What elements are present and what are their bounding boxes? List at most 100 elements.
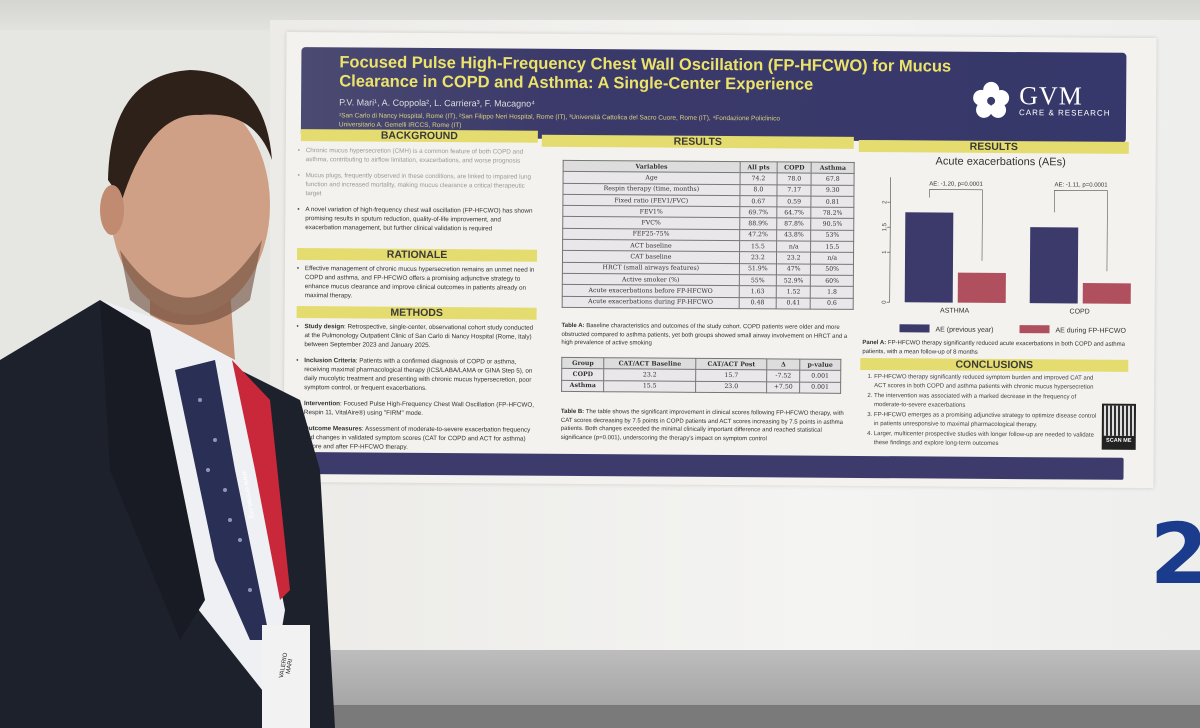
table-cell: n/a bbox=[776, 240, 812, 253]
table-cell: 90.5% bbox=[811, 218, 854, 231]
table-cell: 0.48 bbox=[738, 297, 777, 309]
table-b-caption: Table B: The table shows the significant… bbox=[560, 408, 844, 442]
table-cell: Asthma bbox=[561, 379, 604, 392]
table-cell: 55% bbox=[739, 274, 777, 287]
table-cell: 1.8 bbox=[810, 286, 854, 298]
board-number: 2 bbox=[1150, 505, 1200, 603]
table-cell: 1.63 bbox=[739, 285, 777, 298]
table-cell: n/a bbox=[810, 252, 854, 265]
table-a-caption: Table A: Baseline characteristics and ou… bbox=[561, 322, 848, 347]
table-cell: 0.001 bbox=[799, 370, 841, 382]
panel-a-caption: Panel A: FP-HFCWO therapy significantly … bbox=[862, 339, 1126, 356]
bar-asthma-previous-year bbox=[904, 212, 954, 303]
table-cell: Acute exacerbations during FP-HFCWO bbox=[562, 295, 740, 309]
table-a: Variables All pts COPD Asthma Age 74.2 78.0 67.… bbox=[561, 159, 855, 310]
floor bbox=[320, 705, 1200, 728]
column-header: COPD bbox=[777, 161, 812, 174]
presenter-person bbox=[0, 70, 335, 728]
results-heading: RESULTS bbox=[541, 134, 854, 149]
table-cell: 47.2% bbox=[739, 229, 777, 241]
legend-label: AE (previous year) bbox=[935, 327, 993, 334]
table-cell: 43.8% bbox=[776, 229, 812, 242]
table-cell: 15.7 bbox=[695, 369, 768, 382]
column-header: Δ bbox=[767, 358, 800, 371]
table-cell: 50% bbox=[810, 263, 854, 276]
poster-title: Focused Pulse High-Frequency Chest Wall … bbox=[339, 53, 952, 94]
hair bbox=[108, 70, 272, 200]
y-tick-label: 0 bbox=[882, 300, 888, 304]
table-cell: -7.52 bbox=[767, 370, 800, 382]
table-cell: 9.30 bbox=[811, 184, 855, 197]
column-header: CAT/ACT Post bbox=[695, 358, 768, 371]
table-cell: 87.8% bbox=[776, 218, 812, 230]
logo-name: GVM bbox=[1019, 80, 1083, 111]
qr-label: SCAN ME bbox=[1106, 437, 1132, 444]
table-cell: 8.0 bbox=[739, 184, 777, 196]
flower-logo-icon bbox=[973, 81, 1010, 118]
legend-label: AE during FP-HFCWO bbox=[1055, 327, 1126, 334]
table-cell: 15.5 bbox=[811, 241, 854, 253]
column-header: CAT/ACT Baseline bbox=[604, 357, 696, 370]
table-cell: 47% bbox=[776, 263, 811, 276]
column-header: p-value bbox=[799, 359, 841, 371]
table-cell: 23.2 bbox=[603, 368, 696, 381]
table-row: Acute exacerbations during FP-HFCWO 0.48 0… bbox=[562, 295, 854, 310]
lanyard bbox=[232, 360, 290, 600]
name-badge bbox=[262, 625, 310, 728]
x-tick-label: ASTHMA bbox=[940, 308, 970, 315]
y-tick-label: 1 bbox=[882, 250, 888, 254]
y-axis bbox=[889, 177, 891, 303]
beard bbox=[120, 240, 262, 325]
gvm-logo: GVM CARE & RESEARCH bbox=[969, 80, 1111, 121]
conclusion-item: FP-HFCWO therapy significantly reduced s… bbox=[874, 373, 1099, 392]
table-cell: 69.7% bbox=[739, 206, 777, 219]
table-cell: 67.8 bbox=[811, 173, 855, 186]
table-cell: 0.59 bbox=[776, 195, 812, 208]
legend-swatch bbox=[899, 324, 930, 333]
bar-copd-during-therapy bbox=[1082, 283, 1131, 304]
table-cell: 74.2 bbox=[739, 172, 778, 185]
y-tick-label: 2 bbox=[882, 200, 888, 204]
conclusion-item: The intervention was associated with a m… bbox=[874, 392, 1099, 411]
necktie bbox=[175, 360, 270, 640]
qr-code[interactable]: SCAN ME bbox=[1101, 403, 1137, 450]
chart-title: Acute exacerbations (AEs) bbox=[936, 156, 1066, 169]
table-cell: 0.67 bbox=[739, 195, 777, 208]
table-cell: 1.52 bbox=[776, 286, 811, 298]
table-cell: 78.2% bbox=[811, 207, 854, 219]
significance-bracket bbox=[1054, 190, 1108, 272]
table-cell: 78.0 bbox=[776, 173, 812, 185]
exacerbations-chart: Acute exacerbations (AEs) 0 1 1.5 2 AE: -1.20… bbox=[859, 152, 1135, 339]
poster-footer-band bbox=[313, 452, 1124, 480]
significance-label: AE: -1.11, p=0.0001 bbox=[1054, 182, 1108, 188]
y-tick-label: 1.5 bbox=[882, 222, 888, 231]
table-cell: 0.6 bbox=[810, 297, 854, 310]
table-cell: COPD bbox=[561, 368, 605, 381]
column-header: Group bbox=[561, 357, 605, 369]
face bbox=[110, 95, 270, 315]
significance-bracket bbox=[929, 189, 983, 261]
table-cell: 23.2 bbox=[739, 252, 777, 264]
table-cell: 0.001 bbox=[799, 381, 841, 394]
table-cell: 0.41 bbox=[776, 297, 811, 309]
table-cell: 51.9% bbox=[739, 263, 777, 275]
table-cell: 60% bbox=[810, 275, 854, 287]
conclusion-item: FP-HFCWO emerges as a promising adjuncti… bbox=[874, 411, 1099, 430]
table-cell: 23.2 bbox=[776, 252, 812, 264]
conclusions-list: FP-HFCWO therapy significantly reduced s… bbox=[874, 373, 1100, 449]
bar-copd-previous-year bbox=[1029, 227, 1079, 304]
logo-sub: CARE & RESEARCH bbox=[1019, 107, 1111, 118]
table-cell: 23.0 bbox=[695, 380, 768, 393]
chart-svg: Acute exacerbations (AEs) 0 1 1.5 2 AE: -1.20… bbox=[882, 156, 1131, 335]
table-cell: 64.7% bbox=[776, 207, 812, 219]
table-cell: 15.5 bbox=[603, 380, 696, 393]
conclusion-item: Larger, multicenter prospective studies … bbox=[874, 430, 1099, 449]
column-header: Asthma bbox=[811, 162, 855, 174]
table-cell: +7.50 bbox=[766, 381, 800, 393]
table-cell: 7.17 bbox=[776, 184, 812, 197]
bar-asthma-during-therapy bbox=[957, 272, 1006, 303]
poster-header: Focused Pulse High-Frequency Chest Wall … bbox=[300, 47, 1127, 143]
table-cell: 88.9% bbox=[739, 218, 777, 230]
poster-authors: P.V. Mari¹, A. Coppola², L. Carriera³, F… bbox=[339, 97, 536, 109]
